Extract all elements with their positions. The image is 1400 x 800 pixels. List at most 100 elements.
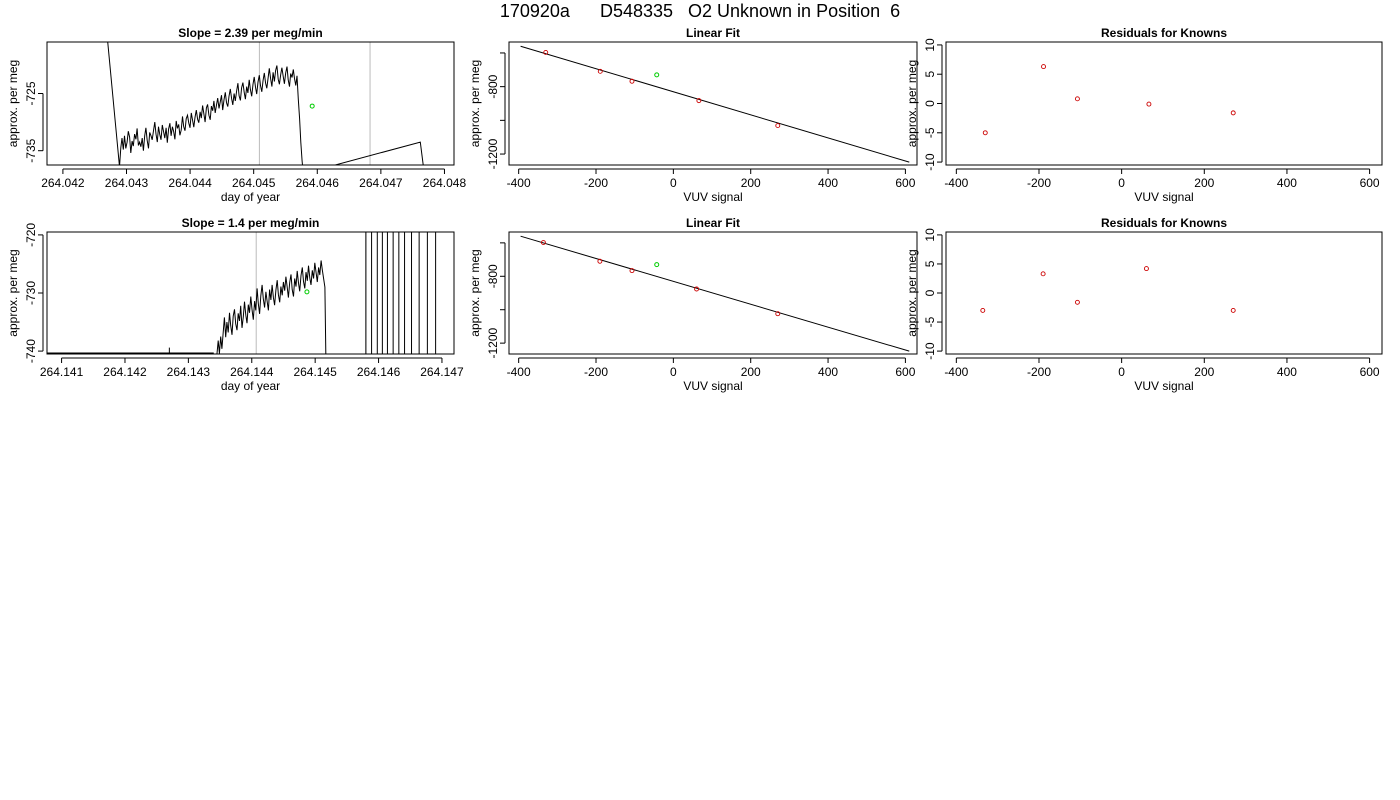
- x-tick-label: 264.045: [232, 176, 276, 190]
- known-point: [1074, 299, 1080, 305]
- y-tick-label: 10: [923, 228, 937, 242]
- y-axis-label: approx. per meg: [905, 60, 919, 147]
- x-tick-label: -200: [1027, 365, 1051, 379]
- x-tick-label: 600: [1360, 365, 1380, 379]
- y-tick-label: 0: [923, 289, 937, 296]
- x-tick-label: -200: [1027, 176, 1051, 190]
- x-tick-label: 400: [818, 365, 838, 379]
- y-tick-label: 5: [923, 71, 937, 78]
- known-point: [1146, 101, 1152, 107]
- chart-title: Linear Fit: [686, 216, 740, 230]
- x-tick-label: -400: [507, 365, 531, 379]
- known-point: [1074, 96, 1080, 102]
- x-tick-label: 200: [741, 176, 761, 190]
- x-tick-label: 264.043: [105, 176, 149, 190]
- plot-area: [520, 235, 910, 352]
- x-axis-label: VUV signal: [683, 190, 742, 204]
- x-tick-label: 264.042: [41, 176, 85, 190]
- known-point: [597, 258, 603, 264]
- known-point: [1143, 266, 1149, 272]
- chart-time-series-2: Slope = 1.4 per meg/min 264.141 264.142 264…: [6, 216, 464, 393]
- y-tick-label: -735: [24, 138, 38, 162]
- plot-area: [47, 232, 437, 354]
- x-tick-label: -400: [507, 176, 531, 190]
- x-tick-label: 264.047: [359, 176, 403, 190]
- y-tick-label: -800: [486, 74, 500, 98]
- known-point: [543, 49, 549, 55]
- y-tick-label: -725: [24, 81, 38, 105]
- plot-area: [107, 42, 424, 165]
- y-tick-label: -800: [486, 264, 500, 288]
- known-point: [775, 123, 781, 129]
- plot-frame: [508, 41, 918, 166]
- x-tick-label: 264.146: [357, 365, 401, 379]
- plot-frame: [508, 231, 918, 355]
- unknown-point: [654, 262, 660, 268]
- series-line: [107, 42, 424, 165]
- chart-title: Linear Fit: [686, 26, 740, 40]
- x-tick-label: 264.046: [296, 176, 340, 190]
- y-tick-label: -10: [923, 342, 937, 360]
- known-point: [597, 68, 603, 74]
- y-axis-label: approx. per meg: [468, 60, 482, 147]
- y-tick-label: -5: [923, 127, 937, 138]
- x-tick-label: 0: [670, 365, 677, 379]
- known-point: [1230, 110, 1236, 116]
- plot-area: [980, 266, 1236, 313]
- x-tick-label: 200: [1194, 176, 1214, 190]
- x-tick-label: 264.147: [420, 365, 464, 379]
- x-tick-label: 264.144: [230, 365, 274, 379]
- fit-line: [520, 235, 910, 352]
- x-tick-label: 264.141: [40, 365, 84, 379]
- y-tick-label: 10: [923, 38, 937, 52]
- y-tick-label: 0: [923, 100, 937, 107]
- x-tick-label: -400: [944, 365, 968, 379]
- x-tick-label: 0: [1118, 176, 1125, 190]
- known-point: [1040, 271, 1046, 277]
- x-tick-label: -200: [584, 176, 608, 190]
- y-tick-label: -730: [24, 281, 38, 305]
- x-tick-label: 0: [670, 176, 677, 190]
- chart-title: Residuals for Knowns: [1101, 216, 1227, 230]
- x-tick-label: 600: [895, 365, 915, 379]
- x-tick-label: 400: [1277, 176, 1297, 190]
- plot-frame: [46, 41, 455, 166]
- x-tick-label: 0: [1118, 365, 1125, 379]
- plot-area: [982, 64, 1236, 136]
- y-tick-label: -1200: [486, 138, 500, 169]
- series-line: [216, 260, 327, 354]
- chart-title: Slope = 1.4 per meg/min: [182, 216, 320, 230]
- chart-residuals-2: Residuals for Knowns -400 -200 0 200 400 600 VU…: [905, 216, 1383, 393]
- plot-area: [520, 45, 910, 163]
- y-axis-label: approx. per meg: [905, 249, 919, 336]
- chart-title: Slope = 2.39 per meg/min: [178, 26, 322, 40]
- known-point: [775, 311, 781, 317]
- y-axis-label: approx. per meg: [6, 60, 20, 147]
- x-tick-label: 264.142: [103, 365, 147, 379]
- x-tick-label: 200: [1194, 365, 1214, 379]
- known-point: [1041, 64, 1046, 70]
- fit-line: [520, 45, 910, 163]
- plot-frame: [945, 41, 1383, 166]
- plot-frame: [46, 231, 455, 355]
- y-tick-label: -740: [24, 339, 38, 363]
- x-axis-label: day of year: [221, 379, 280, 393]
- y-axis-label: approx. per meg: [468, 249, 482, 336]
- y-tick-label: -5: [923, 316, 937, 327]
- x-tick-label: 200: [741, 365, 761, 379]
- x-tick-label: -400: [944, 176, 968, 190]
- x-axis-label: VUV signal: [1134, 379, 1193, 393]
- known-point: [696, 98, 702, 104]
- chart-time-series-1: Slope = 2.39 per meg/min 264.042 264.043 26…: [6, 26, 466, 204]
- x-tick-label: 400: [818, 176, 838, 190]
- x-tick-label: -200: [584, 365, 608, 379]
- plot-frame: [945, 231, 1383, 355]
- x-tick-label: 600: [1360, 176, 1380, 190]
- page-title: 170920a D548335 O2 Unknown in Position 6: [499, 1, 901, 21]
- x-axis-label: VUV signal: [683, 379, 742, 393]
- known-point: [629, 268, 635, 274]
- known-point: [1230, 307, 1236, 313]
- y-tick-label: -720: [24, 223, 38, 247]
- y-axis-label: approx. per meg: [6, 249, 20, 336]
